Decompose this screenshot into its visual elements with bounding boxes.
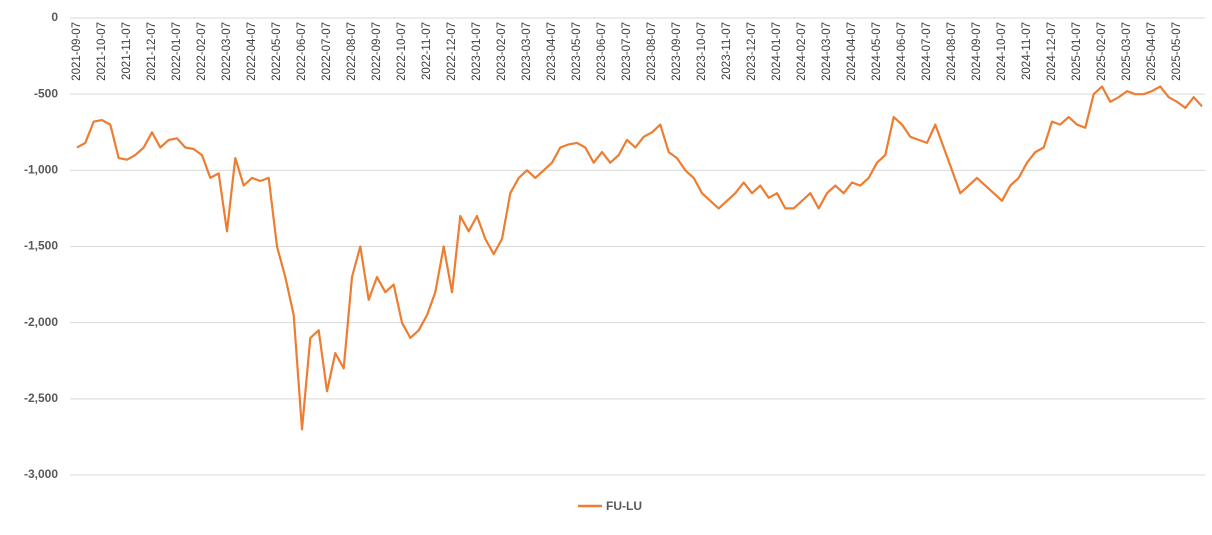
x-tick-label: 2024-06-07 bbox=[896, 22, 908, 81]
x-tick-label: 2021-11-07 bbox=[121, 22, 133, 80]
x-tick-label: 2023-09-07 bbox=[671, 22, 683, 81]
x-tick-label: 2022-02-07 bbox=[196, 22, 208, 81]
x-tick-label: 2022-06-07 bbox=[296, 22, 308, 81]
x-tick-label: 2022-12-07 bbox=[446, 22, 458, 81]
x-tick-label: 2021-09-07 bbox=[71, 22, 83, 81]
x-tick-label: 2024-01-07 bbox=[771, 22, 783, 81]
x-tick-label: 2024-03-07 bbox=[821, 22, 833, 81]
x-tick-label: 2023-06-07 bbox=[596, 22, 608, 81]
x-tick-label: 2021-10-07 bbox=[96, 22, 108, 81]
x-tick-label: 2023-03-07 bbox=[521, 22, 533, 81]
x-tick-label: 2022-09-07 bbox=[371, 22, 383, 81]
x-tick-label: 2024-08-07 bbox=[946, 22, 958, 81]
x-tick-label: 2025-04-07 bbox=[1146, 22, 1158, 81]
y-tick-label: -1,500 bbox=[24, 239, 58, 253]
x-tick-label: 2025-02-07 bbox=[1096, 22, 1108, 81]
x-tick-label: 2023-12-07 bbox=[746, 22, 758, 81]
x-tick-label: 2022-01-07 bbox=[171, 22, 183, 81]
x-tick-label: 2023-11-07 bbox=[721, 22, 733, 80]
y-tick-label: -2,500 bbox=[24, 391, 58, 405]
y-tick-label: 0 bbox=[51, 10, 58, 24]
x-tick-label: 2022-05-07 bbox=[271, 22, 283, 81]
x-tick-label: 2021-12-07 bbox=[146, 22, 158, 81]
x-tick-label: 2024-05-07 bbox=[871, 22, 883, 81]
series-line bbox=[76, 85, 1203, 431]
x-tick-label: 2024-09-07 bbox=[971, 22, 983, 81]
x-tick-label: 2023-07-07 bbox=[621, 22, 633, 81]
x-tick-label: 2024-07-07 bbox=[921, 22, 933, 81]
x-tick-label: 2022-07-07 bbox=[321, 22, 333, 81]
y-tick-label: -500 bbox=[34, 86, 58, 100]
x-tick-label: 2024-02-07 bbox=[796, 22, 808, 81]
x-tick-label: 2024-12-07 bbox=[1046, 22, 1058, 81]
x-tick-label: 2022-10-07 bbox=[396, 22, 408, 81]
x-tick-label: 2023-05-07 bbox=[571, 22, 583, 81]
x-tick-label: 2022-11-07 bbox=[421, 22, 433, 80]
x-tick-label: 2024-10-07 bbox=[996, 22, 1008, 81]
x-tick-label: 2024-11-07 bbox=[1021, 22, 1033, 80]
x-tick-label: 2025-05-07 bbox=[1171, 22, 1183, 81]
x-tick-label: 2025-01-07 bbox=[1071, 22, 1083, 81]
x-tick-label: 2023-08-07 bbox=[646, 22, 658, 81]
x-tick-label: 2024-04-07 bbox=[846, 22, 858, 81]
x-tick-label: 2022-04-07 bbox=[246, 22, 258, 81]
x-tick-label: 2023-02-07 bbox=[496, 22, 508, 81]
x-tick-label: 2023-10-07 bbox=[696, 22, 708, 81]
legend-label: FU-LU bbox=[606, 499, 642, 513]
y-tick-label: -3,000 bbox=[24, 467, 58, 481]
x-tick-label: 2023-01-07 bbox=[471, 22, 483, 81]
x-tick-label: 2022-08-07 bbox=[346, 22, 358, 81]
x-tick-label: 2022-03-07 bbox=[221, 22, 233, 81]
y-tick-label: -1,000 bbox=[24, 163, 58, 177]
x-tick-label: 2025-03-07 bbox=[1121, 22, 1133, 81]
x-tick-label: 2023-04-07 bbox=[546, 22, 558, 81]
y-tick-label: -2,000 bbox=[24, 315, 58, 329]
